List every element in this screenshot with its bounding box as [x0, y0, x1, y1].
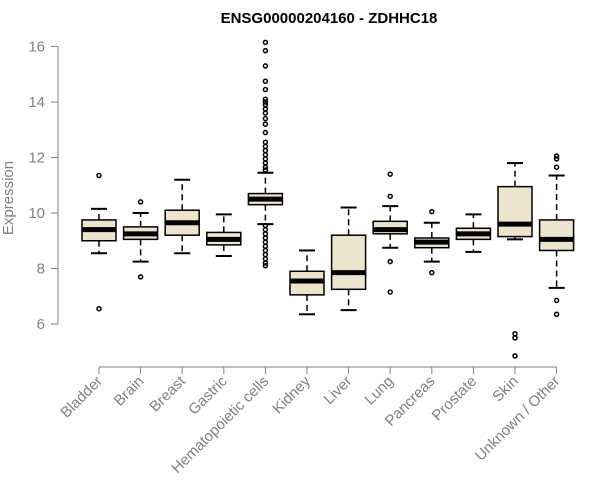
outlier-point	[553, 164, 560, 170]
x-tick-label: Brain	[111, 373, 148, 410]
box-group	[289, 249, 325, 316]
box-group	[164, 178, 200, 255]
box-group	[455, 213, 492, 253]
box-iqr	[330, 234, 367, 291]
outlier-point	[137, 274, 144, 280]
outlier-point	[262, 147, 269, 154]
y-tick-label: 8	[37, 261, 45, 278]
y-tick-label: 6	[37, 316, 45, 333]
y-tick-label: 16	[28, 39, 45, 56]
outlier-point	[262, 39, 269, 46]
x-tick-label: Liver	[320, 373, 355, 408]
y-axis: 6 8 10 12 14 16	[28, 39, 59, 333]
box-iqr	[538, 219, 575, 252]
outlier-point	[429, 269, 435, 276]
outlier-point	[262, 160, 269, 166]
box-group	[122, 199, 159, 280]
outlier-point	[387, 171, 393, 177]
outlier-point	[262, 164, 269, 170]
box-iqr	[497, 185, 533, 238]
outlier-point	[262, 115, 269, 122]
outlier-point	[262, 251, 269, 258]
box-group	[81, 172, 117, 312]
outlier-point	[262, 63, 269, 69]
box-group	[247, 39, 284, 269]
y-tick-label: 12	[28, 150, 45, 167]
box-group	[414, 208, 450, 276]
y-tick-label: 14	[28, 94, 45, 111]
outlier-point	[262, 121, 269, 127]
outlier-point	[262, 143, 269, 150]
outlier-point	[137, 199, 144, 205]
y-axis-title: Expression	[0, 161, 17, 235]
x-tick-label: Breast	[146, 372, 189, 415]
x-tick-label: Lung	[361, 373, 397, 409]
box-group	[330, 206, 367, 312]
outlier-point	[262, 99, 269, 105]
outlier-point	[262, 235, 269, 241]
outlier-point	[262, 139, 269, 145]
outlier-point	[553, 156, 560, 162]
x-tick-label: Bladder	[57, 373, 106, 422]
x-tick-label: Skin	[489, 373, 522, 406]
outlier-point	[96, 172, 102, 179]
boxes-layer	[81, 39, 575, 359]
outlier-point	[262, 256, 269, 262]
outlier-point	[553, 297, 560, 304]
outlier-point	[387, 258, 393, 265]
outlier-point	[262, 78, 269, 84]
box-group	[497, 162, 533, 359]
outlier-point	[262, 260, 269, 266]
outlier-point	[512, 353, 518, 359]
outlier-point	[262, 222, 269, 229]
box-group	[372, 171, 408, 295]
outlier-point	[96, 305, 102, 312]
outlier-point	[262, 86, 269, 93]
box-group	[206, 213, 242, 258]
outlier-point	[553, 153, 560, 159]
outlier-point	[262, 47, 269, 54]
outlier-point	[387, 289, 393, 295]
outlier-point	[262, 262, 269, 269]
outlier-point	[262, 167, 269, 173]
x-tick-label: Prostate	[429, 373, 481, 425]
outlier-point	[512, 335, 518, 341]
chart-title: ENSG00000204160 - ZDHHC18	[221, 10, 438, 27]
outlier-point	[553, 311, 560, 318]
box-group	[538, 153, 575, 318]
outlier-point	[429, 208, 435, 215]
outlier-point	[262, 106, 269, 112]
outlier-point	[262, 226, 269, 233]
outlier-point	[262, 156, 269, 162]
outlier-point	[512, 330, 518, 337]
outlier-point	[262, 247, 269, 254]
outlier-point	[262, 102, 269, 108]
outlier-point	[262, 151, 269, 158]
outlier-point	[262, 243, 269, 250]
outlier-point	[262, 96, 269, 102]
outlier-point	[387, 193, 393, 200]
outlier-point	[262, 231, 269, 237]
outlier-point	[262, 239, 269, 245]
y-tick-label: 10	[28, 205, 45, 222]
outlier-point	[262, 129, 269, 136]
outlier-point	[262, 110, 269, 116]
x-tick-label: Kidney	[269, 372, 314, 417]
